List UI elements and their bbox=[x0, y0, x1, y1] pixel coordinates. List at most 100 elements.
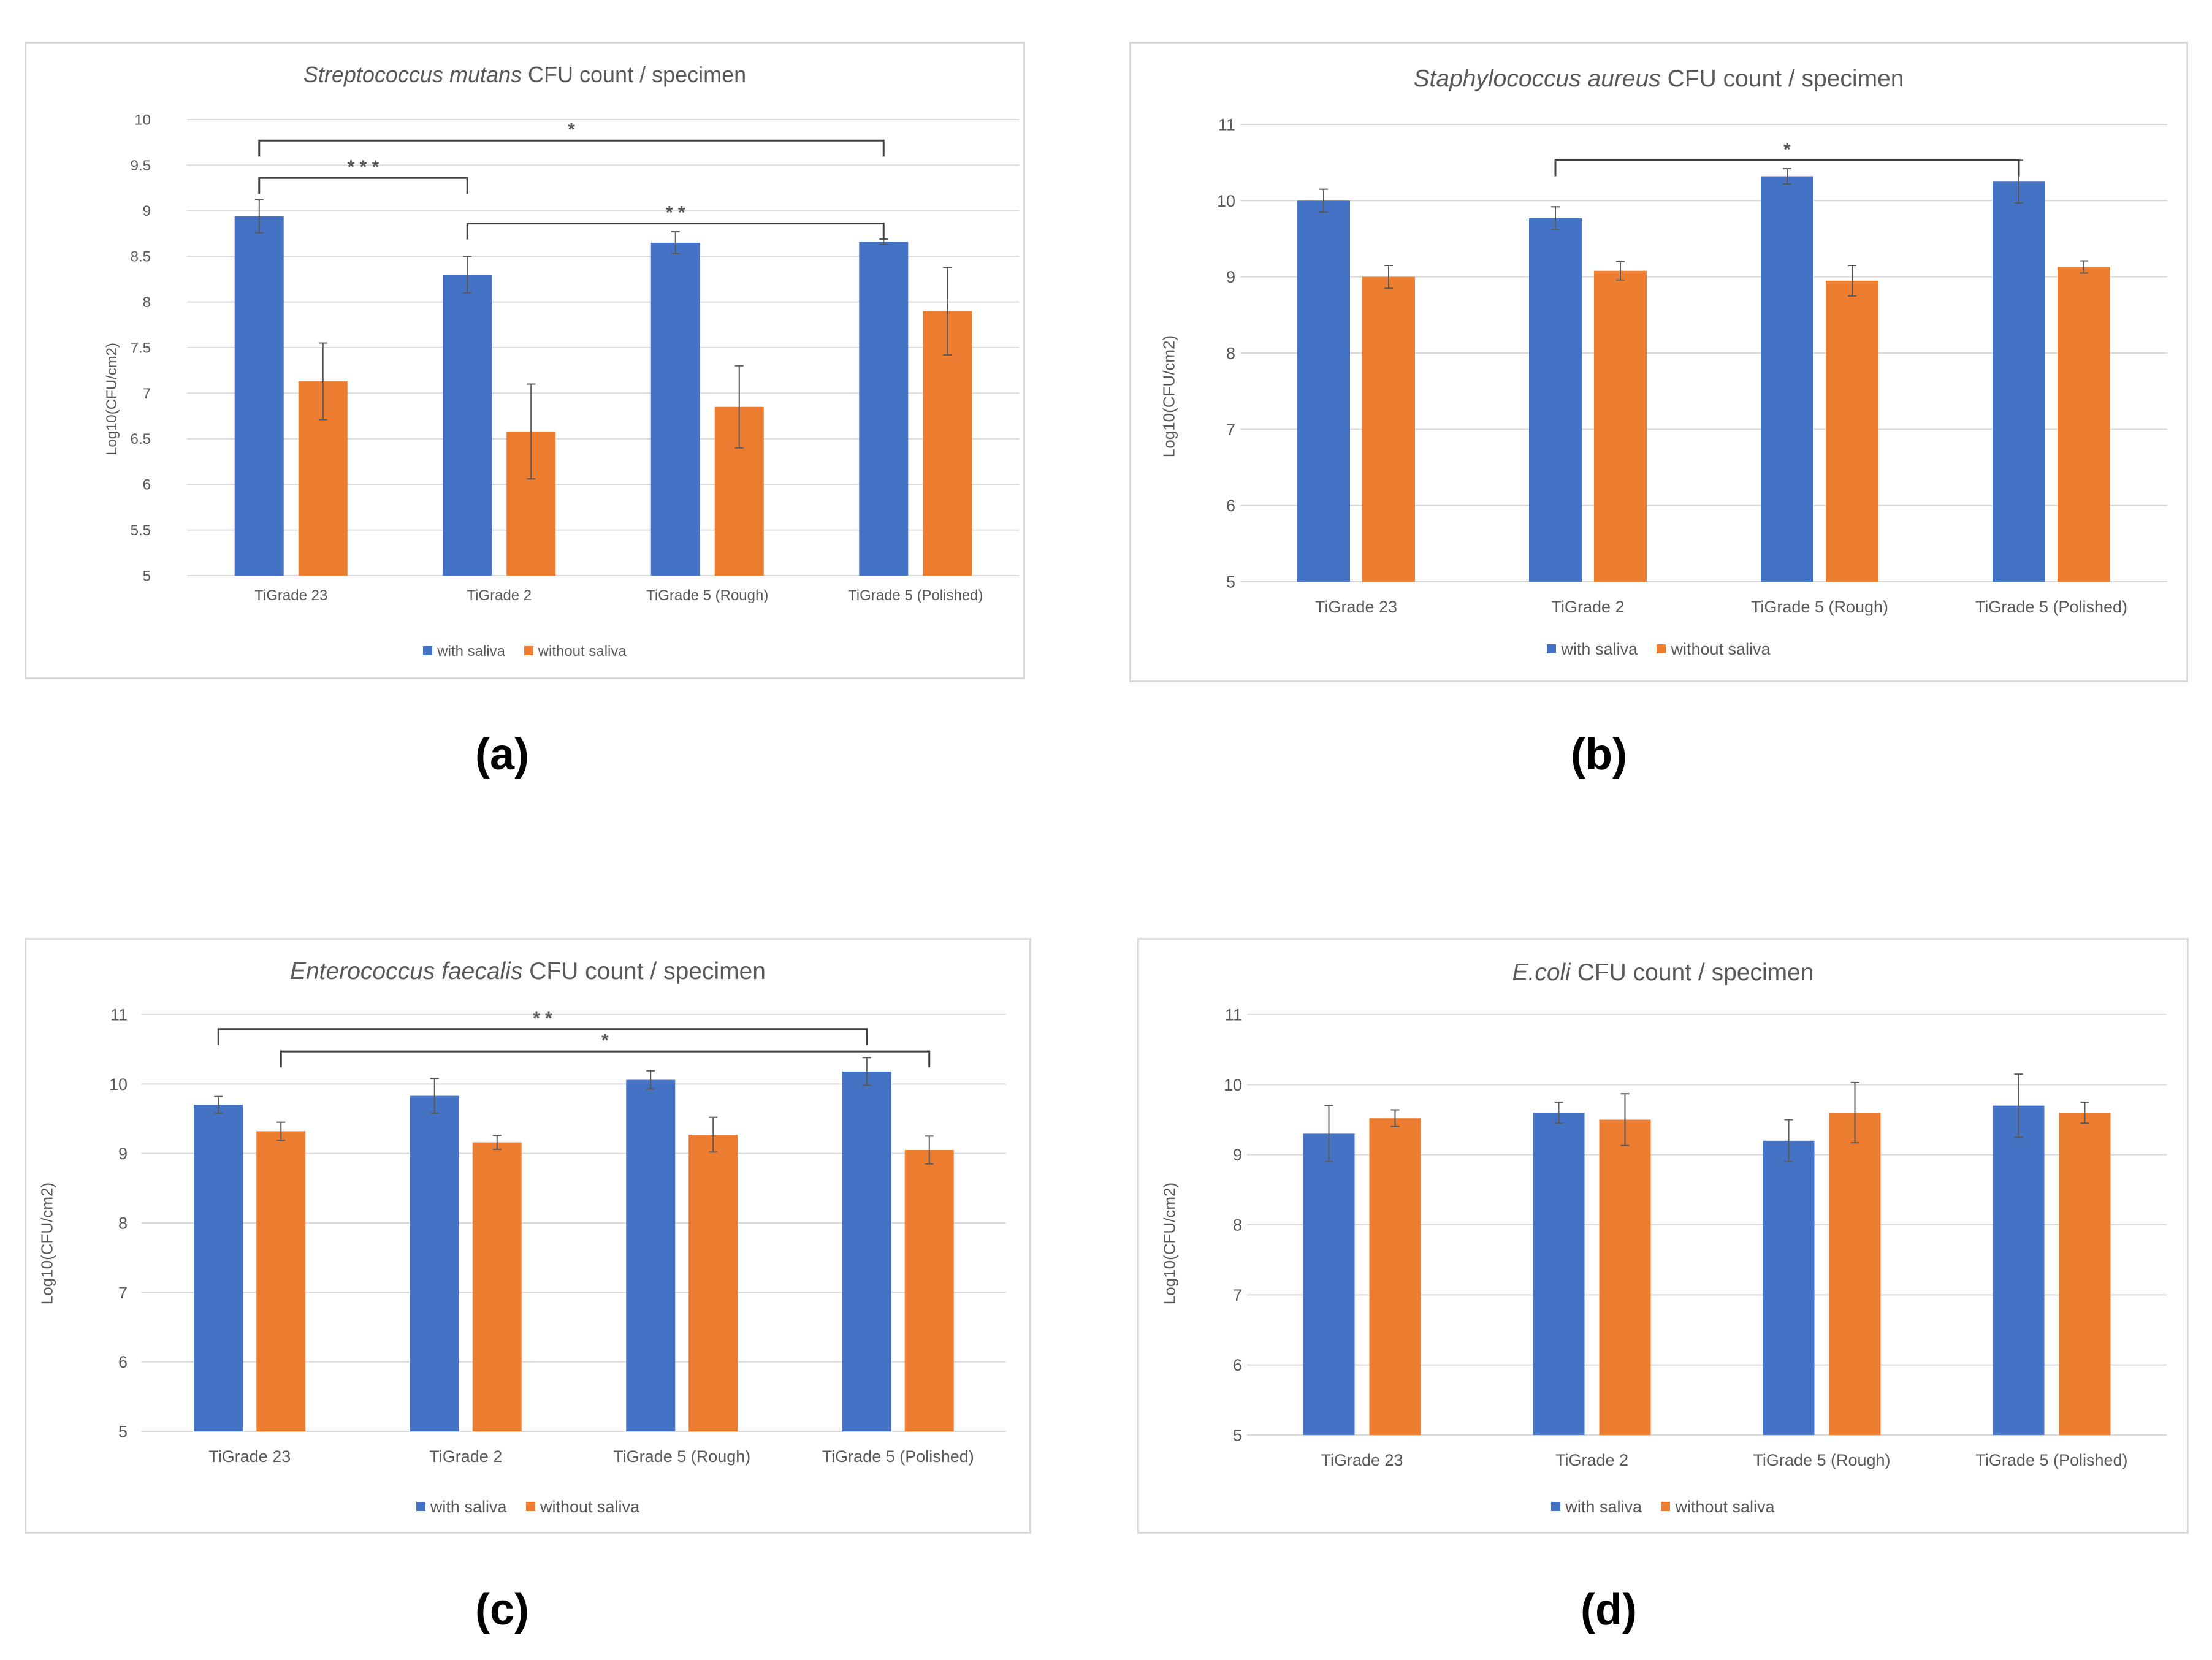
legend-item-without-saliva: without saliva bbox=[524, 643, 627, 660]
chart-title-suffix: CFU count / specimen bbox=[522, 62, 747, 87]
x-tick-label: TiGrade 23 bbox=[208, 1447, 291, 1466]
bar-chart-a: 5 5.5 6 6.5 7 7.5 8 8.5 9 9.5 10 TiGrade 23 TiGrade … bbox=[131, 112, 1020, 604]
significance-bracket bbox=[1554, 159, 2020, 177]
y-tick-label: 5 bbox=[1226, 573, 1235, 591]
chart-title-organism: Staphylococcus aureus bbox=[1413, 66, 1661, 92]
bar-without-saliva bbox=[688, 1135, 738, 1431]
legend-item-with-saliva: with saliva bbox=[1547, 640, 1638, 659]
significance-marker: * * bbox=[533, 1008, 552, 1029]
significance-marker: * bbox=[568, 120, 575, 140]
bar-without-saliva bbox=[2058, 267, 2110, 582]
legend-swatch-without bbox=[1657, 644, 1666, 654]
y-tick-label: 10 bbox=[134, 112, 151, 128]
y-tick-label: 10 bbox=[1217, 192, 1235, 210]
y-tick-label: 10 bbox=[109, 1075, 128, 1094]
bar-with-saliva bbox=[1297, 200, 1350, 582]
x-tick-label: TiGrade 5 (Rough) bbox=[1751, 598, 1888, 616]
bar-with-saliva bbox=[194, 1105, 243, 1431]
y-tick-label: 7 bbox=[143, 386, 151, 402]
y-tick-label: 5.5 bbox=[131, 522, 151, 539]
bar-without-saliva bbox=[1362, 276, 1415, 582]
legend-swatch-with bbox=[1551, 1502, 1561, 1512]
x-tick-label: TiGrade 5 (Polished) bbox=[822, 1447, 974, 1466]
legend-swatch-without bbox=[1661, 1502, 1671, 1512]
chart-title: E.coli CFU count / specimen bbox=[1139, 959, 2187, 986]
legend-swatch-with bbox=[416, 1502, 425, 1512]
chart-title-organism: Enterococcus faecalis bbox=[289, 958, 523, 984]
panel-caption-c: (c) bbox=[475, 1585, 529, 1634]
significance-bracket bbox=[258, 177, 468, 194]
x-tick-label: TiGrade 5 (Polished) bbox=[1975, 1451, 2127, 1469]
chart-title: Enterococcus faecalis CFU count / specim… bbox=[26, 958, 1029, 985]
chart-panel-c: Enterococcus faecalis CFU count / specim… bbox=[25, 938, 1031, 1534]
y-tick-label: 6 bbox=[118, 1353, 128, 1371]
bar-without-saliva bbox=[2059, 1113, 2111, 1435]
bar-without-saliva bbox=[1829, 1113, 1881, 1435]
chart-panel-b: Staphylococcus aureus CFU count / specim… bbox=[1129, 42, 2188, 682]
y-tick-label: 5 bbox=[118, 1422, 128, 1441]
y-tick-label: 8 bbox=[1226, 344, 1235, 362]
x-tick-label: TiGrade 23 bbox=[1321, 1451, 1403, 1469]
bar-with-saliva bbox=[842, 1071, 891, 1431]
bar-chart-b: 5 6 7 8 9 10 11 TiGrade 23 TiGrade 2 TiGrade 5 (R… bbox=[1217, 115, 2167, 616]
legend-swatch-with bbox=[1547, 644, 1557, 654]
legend: with saliva without saliva bbox=[1139, 1498, 2187, 1517]
chart-title-suffix: CFU count / specimen bbox=[522, 958, 766, 984]
bar-without-saliva bbox=[1369, 1118, 1421, 1435]
legend-swatch-without bbox=[524, 646, 533, 656]
legend: with saliva without saliva bbox=[1131, 640, 2186, 659]
y-tick-label: 7 bbox=[1233, 1286, 1242, 1304]
y-tick-label: 8.5 bbox=[131, 249, 151, 265]
legend-label-without: without saliva bbox=[538, 643, 627, 660]
bar-without-saliva bbox=[904, 1150, 954, 1431]
legend: with saliva without saliva bbox=[26, 643, 1023, 660]
chart-panel-d: E.coli CFU count / specimen Log10(CFU/cm… bbox=[1137, 938, 2189, 1534]
chart-title: Streptococcus mutans CFU count / specime… bbox=[26, 62, 1023, 88]
y-tick-label: 6.5 bbox=[131, 431, 151, 447]
x-tick-label: TiGrade 2 bbox=[467, 587, 532, 604]
legend-item-with-saliva: with saliva bbox=[423, 643, 505, 660]
legend-label-without: without saliva bbox=[1675, 1498, 1775, 1516]
y-tick-label: 8 bbox=[143, 294, 151, 311]
significance-marker: * bbox=[601, 1030, 609, 1051]
bar-with-saliva bbox=[443, 274, 492, 576]
y-tick-label: 6 bbox=[143, 477, 151, 493]
bar-with-saliva bbox=[1993, 181, 2045, 582]
x-tick-label: TiGrade 5 (Rough) bbox=[646, 587, 768, 604]
legend-item-with-saliva: with saliva bbox=[416, 1498, 506, 1517]
y-tick-label: 11 bbox=[1225, 1005, 1242, 1024]
legend-item-without-saliva: without saliva bbox=[1661, 1498, 1775, 1517]
bar-with-saliva bbox=[410, 1095, 459, 1431]
bar-without-saliva bbox=[256, 1131, 306, 1431]
significance-bracket bbox=[466, 223, 885, 240]
legend-item-without-saliva: without saliva bbox=[1657, 640, 1771, 659]
legend-label-with: with saliva bbox=[1561, 640, 1638, 658]
bar-without-saliva bbox=[1826, 280, 1878, 582]
bar-chart-c: 5 6 7 8 9 10 11 TiGrade 23 TiGrade 2 TiGrade 5 (R… bbox=[109, 1005, 1006, 1466]
legend-label-with: with saliva bbox=[1565, 1498, 1642, 1516]
legend-swatch-without bbox=[525, 1502, 535, 1512]
bar-with-saliva bbox=[234, 216, 284, 576]
chart-title-suffix: CFU count / specimen bbox=[1570, 959, 1814, 986]
y-tick-label: 10 bbox=[1224, 1076, 1242, 1094]
panel-caption-b: (b) bbox=[1571, 730, 1627, 779]
bar-with-saliva bbox=[1993, 1105, 2045, 1435]
legend-label-with: with saliva bbox=[437, 643, 505, 660]
y-tick-label: 9 bbox=[143, 203, 151, 219]
bar-with-saliva bbox=[1303, 1133, 1355, 1435]
bar-with-saliva bbox=[1529, 218, 1582, 582]
y-tick-label: 5 bbox=[1233, 1426, 1242, 1444]
legend-swatch-with bbox=[423, 646, 433, 656]
y-tick-label: 5 bbox=[143, 568, 151, 584]
significance-marker: * * * bbox=[348, 157, 379, 177]
bar-with-saliva bbox=[1763, 1140, 1815, 1435]
legend-label-without: without saliva bbox=[1671, 640, 1771, 658]
panel-caption-a: (a) bbox=[475, 730, 529, 779]
significance-bracket bbox=[258, 139, 885, 157]
y-tick-label: 8 bbox=[118, 1214, 128, 1232]
x-tick-label: TiGrade 23 bbox=[1315, 598, 1397, 616]
bar-with-saliva bbox=[626, 1079, 676, 1431]
panel-caption-d: (d) bbox=[1581, 1585, 1637, 1634]
x-tick-label: TiGrade 5 (Polished) bbox=[848, 587, 983, 604]
significance-bracket bbox=[217, 1028, 868, 1045]
